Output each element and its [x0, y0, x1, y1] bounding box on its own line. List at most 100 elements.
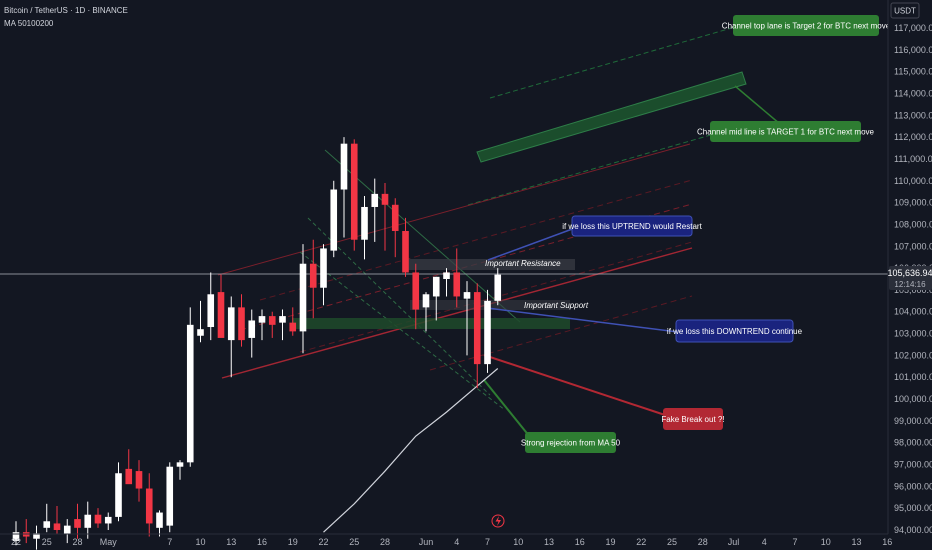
x-tick-label: 10	[195, 537, 205, 547]
candle	[361, 196, 368, 260]
y-tick-label: 96,000.00	[894, 481, 932, 491]
candle	[463, 281, 471, 356]
candle-body	[197, 329, 204, 336]
candle	[402, 217, 409, 277]
x-tick-label: 16	[575, 537, 585, 547]
candle-body	[289, 322, 297, 332]
x-tick-label: 7	[792, 537, 797, 547]
candle-body	[125, 468, 133, 485]
candle	[12, 521, 20, 546]
x-tick-label: 16	[882, 537, 892, 547]
candle-body	[115, 473, 122, 517]
candle	[53, 505, 61, 535]
candle	[63, 519, 71, 544]
x-tick-label: 22	[636, 537, 646, 547]
y-tick-label: 98,000.00	[894, 438, 932, 448]
x-tick-label: 13	[226, 537, 236, 547]
candle-body	[94, 514, 102, 524]
x-tick-label: 13	[851, 537, 861, 547]
channel-top-lane	[489, 26, 736, 99]
candle-body	[53, 523, 61, 530]
candle	[176, 460, 184, 480]
candles-layer	[12, 137, 502, 550]
candle-body	[43, 521, 51, 528]
red-channel-top	[217, 143, 691, 276]
candle-body	[217, 292, 225, 338]
lightning-icon-glyph	[495, 516, 501, 526]
x-tick-label: 10	[821, 537, 831, 547]
candle-body	[391, 204, 399, 231]
candle	[381, 182, 389, 251]
candle-body	[412, 272, 420, 310]
lightning-icon[interactable]	[491, 514, 505, 528]
currency-badge[interactable]	[890, 2, 920, 19]
candle	[84, 501, 92, 539]
y-tick-label: 117,000.00	[894, 23, 932, 33]
candle	[145, 473, 153, 537]
candle-body	[381, 193, 389, 205]
annotation-fakeout-box	[663, 408, 723, 430]
candle-body	[166, 466, 174, 526]
candle-body	[432, 276, 440, 297]
connector-uptrend	[487, 227, 576, 261]
candle-body	[350, 143, 358, 240]
current-price-badge	[889, 266, 932, 290]
indicator-label[interactable]: MA 50100200	[4, 19, 54, 28]
candle	[412, 263, 420, 330]
candle-body	[63, 525, 71, 535]
y-tick-label: 116,000.00	[894, 45, 932, 55]
x-tick-label: 19	[605, 537, 615, 547]
y-tick-label: 100,000.00	[894, 394, 932, 404]
candle	[432, 276, 440, 321]
candle	[248, 309, 256, 358]
support-zone-green	[292, 318, 570, 329]
x-tick-label: 4	[762, 537, 767, 547]
candle-body	[156, 512, 163, 528]
candle-body	[422, 294, 430, 308]
candle-body	[84, 514, 92, 528]
symbol-title[interactable]: Bitcoin / TetherUS · 1D · BINANCE	[4, 6, 128, 15]
y-tick-label: 101,000.00	[894, 372, 932, 382]
candle	[330, 180, 338, 258]
x-tick-label: 4	[454, 537, 459, 547]
annotation-target1-text: Channel mid line is TARGET 1 for BTC nex…	[697, 128, 875, 137]
x-tick-label: 7	[485, 537, 490, 547]
candle	[268, 311, 276, 338]
candle	[43, 503, 51, 533]
candle	[104, 512, 112, 530]
candle	[156, 510, 163, 537]
candle-body	[320, 248, 327, 288]
annotation-ma50-box	[525, 432, 616, 453]
candle-body	[361, 206, 368, 240]
candle	[320, 244, 327, 306]
x-tick-label: May	[100, 537, 118, 547]
candle	[371, 178, 379, 242]
candle	[350, 139, 358, 251]
current-price-value: 105,636.94	[887, 268, 932, 278]
y-tick-label: 109,000.00	[894, 198, 932, 208]
candle	[279, 309, 286, 341]
y-tick-label: 99,000.00	[894, 416, 932, 426]
annotation-target1-box	[710, 121, 861, 142]
candle-body	[484, 300, 491, 365]
annotation-uptrend-box	[571, 215, 693, 237]
x-tick-label: 28	[380, 537, 390, 547]
y-tick-label: 112,000.00	[894, 132, 932, 142]
candle	[227, 296, 235, 378]
currency-label: USDT	[894, 7, 916, 16]
x-tick-label: 22	[318, 537, 328, 547]
candle	[422, 292, 430, 332]
candle-body	[309, 263, 317, 288]
candle-body	[494, 274, 502, 301]
candle-body	[135, 471, 143, 489]
candle	[340, 137, 348, 238]
annotations-layer: Channel top lane is Target 2 for BTC nex…	[485, 15, 891, 453]
y-tick-label: 110,000.00	[894, 176, 932, 186]
candle	[217, 274, 225, 338]
red-channel-low-dashed	[429, 295, 693, 371]
candle-body	[443, 272, 450, 279]
annotation-target2-text: Channel top lane is Target 2 for BTC nex…	[722, 22, 891, 31]
candle	[74, 503, 81, 539]
candle	[115, 462, 122, 522]
